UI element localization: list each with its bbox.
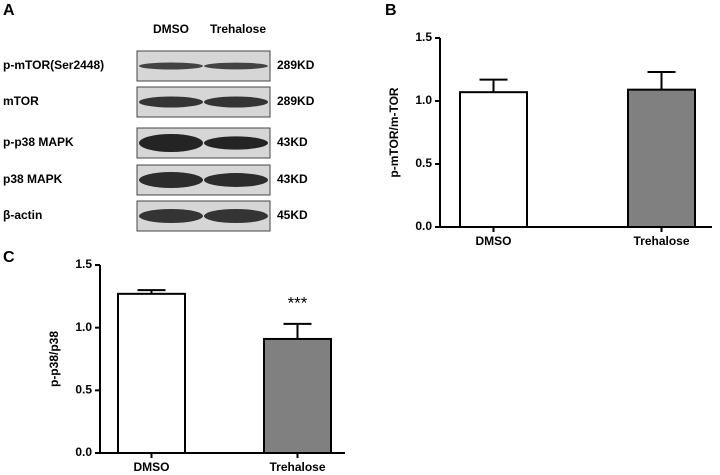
band — [139, 62, 203, 70]
size-label: 289KD — [277, 94, 315, 108]
row-label: p-p38 MAPK — [3, 135, 74, 149]
bar — [117, 292, 186, 454]
y-tick-label: 0.5 — [415, 156, 432, 170]
band — [139, 209, 203, 223]
y-tick-label: 0.0 — [75, 445, 92, 459]
panel-label: C — [3, 249, 15, 266]
band — [204, 173, 268, 187]
y-tick-label: 1.5 — [75, 257, 92, 271]
size-label: 43KD — [277, 135, 308, 149]
bar — [263, 337, 332, 454]
row-label: β-actin — [3, 208, 42, 222]
band — [139, 134, 203, 152]
band — [204, 96, 268, 108]
x-tick-label: DMSO — [134, 460, 170, 474]
band — [139, 96, 203, 108]
y-tick-label: 1.5 — [415, 30, 432, 44]
column-header: Trehalose — [210, 22, 266, 36]
y-axis-label: p-mTOR/m-TOR — [387, 87, 401, 178]
size-label: 289KD — [277, 58, 315, 72]
x-tick-label: DMSO — [476, 234, 512, 248]
y-axis-label: p-p38/p38 — [47, 331, 61, 387]
size-label: 45KD — [277, 208, 308, 222]
x-tick-label: Trehalose — [633, 234, 689, 248]
bar — [459, 91, 528, 229]
y-tick-label: 1.0 — [75, 320, 92, 334]
panel-label: A — [3, 2, 15, 19]
band — [204, 209, 268, 223]
band — [204, 136, 268, 150]
band — [204, 62, 268, 70]
size-label: 43KD — [277, 172, 308, 186]
bar — [627, 88, 696, 228]
annotation: *** — [288, 293, 308, 312]
panel-label: B — [385, 2, 397, 19]
y-tick-label: 0.0 — [415, 219, 432, 233]
column-header: DMSO — [153, 22, 189, 36]
y-tick-label: 1.0 — [415, 93, 432, 107]
row-label: mTOR — [3, 94, 39, 108]
y-tick-label: 0.5 — [75, 383, 92, 397]
row-label: p-mTOR(Ser2448) — [3, 58, 104, 72]
row-label: p38 MAPK — [3, 172, 63, 186]
x-tick-label: Trehalose — [269, 460, 325, 474]
band — [139, 172, 203, 188]
